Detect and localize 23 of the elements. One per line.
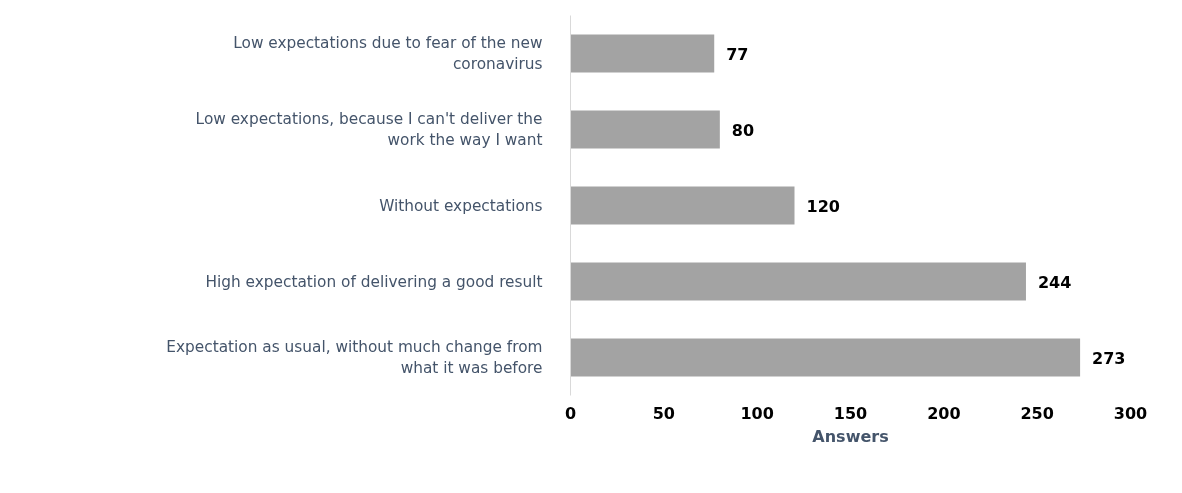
bar [570, 110, 720, 149]
data-label: 120 [806, 196, 840, 216]
data-label: 77 [726, 44, 749, 64]
y-tick-label: Without expectations [379, 196, 543, 215]
bar [570, 186, 795, 225]
data-label: 273 [1092, 348, 1126, 368]
y-tick-label: High expectation of delivering a good result [205, 272, 543, 291]
x-tick-label: 0 [564, 403, 577, 423]
x-tick-label: 200 [927, 403, 961, 423]
y-tick-label: Expectation as usual, without much change from what it was before [166, 337, 543, 378]
data-label: 80 [731, 120, 755, 140]
bar [570, 34, 715, 73]
x-axis-title: Answers [812, 426, 889, 446]
bar [570, 262, 1026, 301]
y-tick-label: Low expectations, because I can't deliver the work the way I want [195, 109, 543, 150]
x-tick-label: 300 [1113, 403, 1148, 423]
data-label: 244 [1037, 272, 1072, 292]
x-tick-label: 150 [833, 403, 868, 423]
bar [570, 338, 1081, 377]
x-tick-label: 250 [1020, 403, 1054, 423]
x-tick-label: 100 [740, 403, 774, 423]
x-tick-label: 50 [652, 403, 675, 423]
y-tick-label: Low expectations due to fear of the new coronavirus [233, 33, 543, 74]
